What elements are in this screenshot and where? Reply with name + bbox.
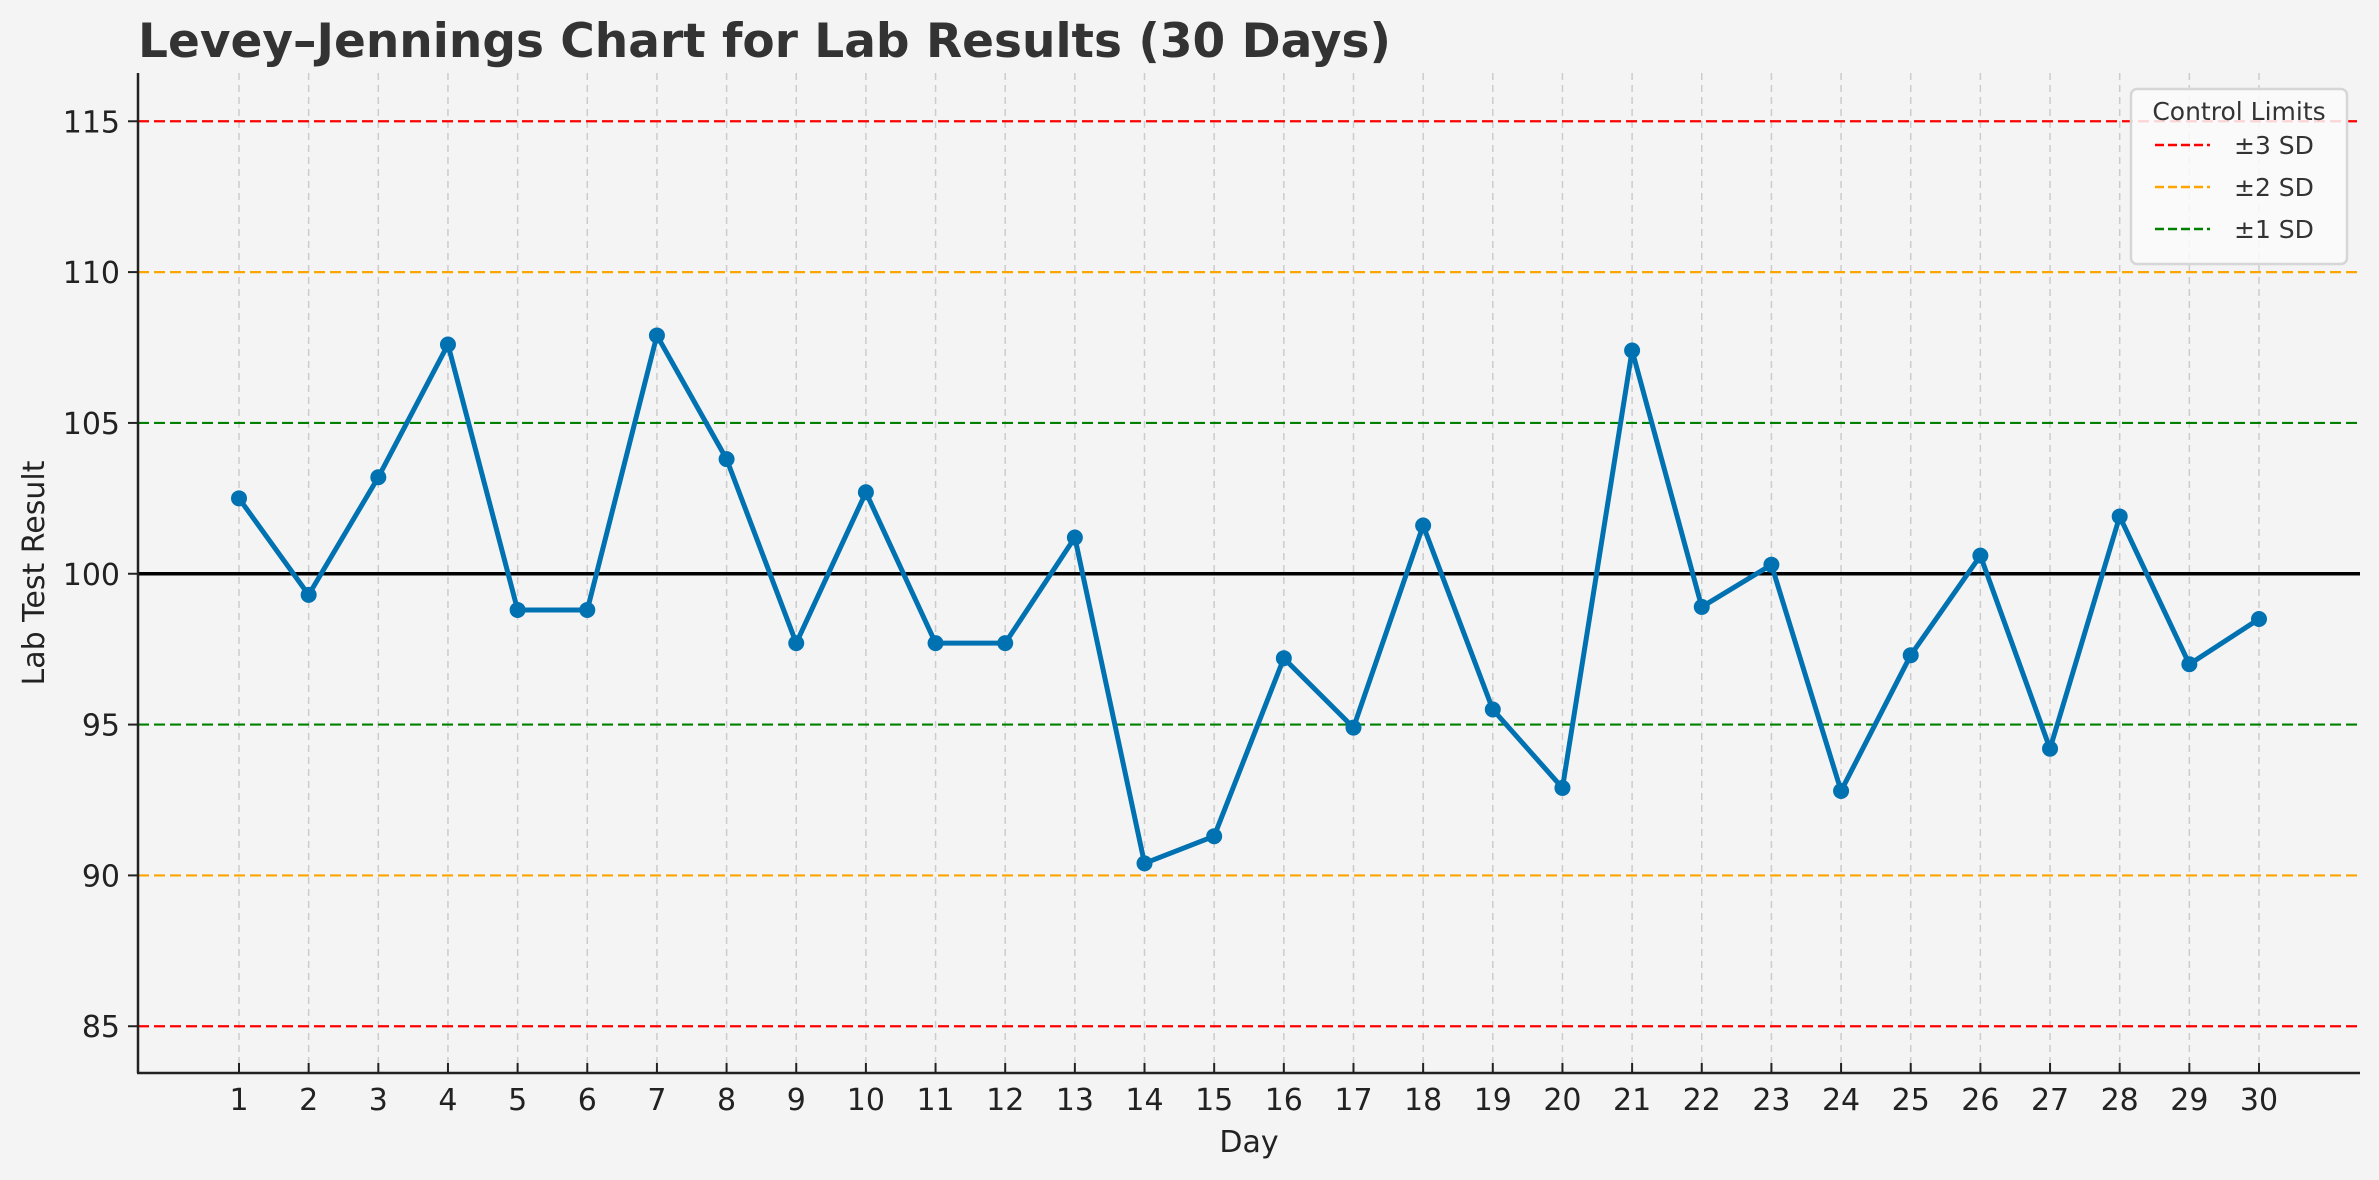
x-tick-label: 11 bbox=[916, 1083, 954, 1118]
x-tick-label: 8 bbox=[717, 1083, 736, 1118]
x-tick-label: 6 bbox=[578, 1083, 597, 1118]
data-point bbox=[857, 484, 874, 501]
data-point bbox=[1066, 529, 1083, 546]
x-tick-label: 17 bbox=[1334, 1083, 1372, 1118]
x-tick-label: 18 bbox=[1404, 1083, 1442, 1118]
data-point bbox=[300, 586, 317, 603]
x-tick-label: 2 bbox=[299, 1083, 318, 1118]
x-tick-label: 24 bbox=[1822, 1083, 1860, 1118]
x-tick-label: 15 bbox=[1195, 1083, 1233, 1118]
data-point bbox=[2251, 611, 2267, 628]
data-point bbox=[1763, 556, 1780, 573]
x-tick-label: 23 bbox=[1752, 1083, 1790, 1118]
x-tick-label: 4 bbox=[438, 1083, 457, 1118]
x-tick-label: 22 bbox=[1683, 1083, 1721, 1118]
data-point bbox=[2181, 656, 2198, 673]
data-point bbox=[1554, 779, 1571, 796]
data-point bbox=[648, 327, 665, 344]
data-point bbox=[1415, 517, 1432, 534]
x-tick-label: 25 bbox=[1892, 1083, 1930, 1118]
y-axis-label: Lab Test Result bbox=[17, 460, 52, 685]
data-point bbox=[1136, 855, 1153, 872]
x-tick-label: 27 bbox=[2031, 1083, 2069, 1118]
data-series bbox=[231, 327, 2267, 872]
x-tick-label: 26 bbox=[1961, 1083, 1999, 1118]
x-tick-label: 30 bbox=[2240, 1083, 2278, 1118]
x-grid-lines bbox=[238, 73, 2260, 1073]
x-tick-label: 29 bbox=[2170, 1083, 2208, 1118]
legend-box bbox=[2129, 87, 2349, 266]
legend-title: Control Limits bbox=[2152, 97, 2325, 126]
y-axis-ticks: 85 90 95 100 105 110 115 bbox=[63, 105, 138, 1045]
data-point bbox=[1902, 647, 1919, 664]
x-tick-label: 13 bbox=[1056, 1083, 1094, 1118]
legend: Control Limits ±3 SD ±2 SD ±1 SD bbox=[2129, 87, 2349, 266]
data-point bbox=[927, 635, 944, 652]
data-point bbox=[439, 336, 456, 353]
data-point bbox=[579, 601, 596, 618]
data-point bbox=[2042, 740, 2059, 757]
data-point bbox=[1275, 650, 1292, 667]
legend-label: ±2 SD bbox=[2234, 173, 2314, 202]
y-tick-label: 110 bbox=[63, 256, 120, 291]
y-tick-label: 95 bbox=[82, 709, 120, 744]
legend-label: ±3 SD bbox=[2234, 131, 2314, 160]
x-tick-label: 1 bbox=[229, 1083, 248, 1118]
data-point bbox=[1206, 828, 1223, 845]
data-point bbox=[718, 451, 735, 468]
x-tick-label: 3 bbox=[369, 1083, 388, 1118]
data-point bbox=[1833, 782, 1850, 799]
chart-title: Levey–Jennings Chart for Lab Results (30… bbox=[138, 14, 1391, 69]
y-tick-label: 90 bbox=[82, 859, 120, 894]
data-point bbox=[370, 469, 387, 486]
x-tick-label: 16 bbox=[1265, 1083, 1303, 1118]
data-point bbox=[231, 490, 247, 507]
x-axis-ticks: 1 2 3 4 5 6 7 8 9 10 11 12 13 14 15 16 17 18 19 20 21 22 23 24 2… bbox=[229, 1063, 2278, 1118]
data-point bbox=[2111, 508, 2128, 525]
series-line bbox=[236, 332, 2261, 866]
y-tick-label: 100 bbox=[63, 558, 120, 593]
data-point bbox=[1972, 547, 1989, 564]
data-point bbox=[1624, 342, 1641, 359]
control-limit-lines bbox=[138, 120, 2360, 1028]
x-axis-label: Day bbox=[1219, 1125, 1278, 1160]
y-tick-label: 85 bbox=[82, 1010, 120, 1045]
data-point bbox=[1693, 598, 1710, 615]
x-tick-label: 7 bbox=[647, 1083, 666, 1118]
x-tick-label: 10 bbox=[847, 1083, 885, 1118]
y-tick-label: 115 bbox=[63, 105, 120, 140]
data-point bbox=[1484, 701, 1501, 718]
legend-entries: ±3 SD ±2 SD ±1 SD bbox=[2155, 131, 2314, 244]
x-tick-label: 12 bbox=[986, 1083, 1024, 1118]
data-point bbox=[1345, 719, 1362, 736]
y-tick-label: 105 bbox=[63, 407, 120, 442]
data-point bbox=[509, 601, 526, 618]
legend-label: ±1 SD bbox=[2234, 215, 2314, 244]
data-point bbox=[788, 635, 805, 652]
x-tick-label: 5 bbox=[508, 1083, 527, 1118]
data-point bbox=[997, 635, 1014, 652]
x-tick-label: 21 bbox=[1613, 1083, 1651, 1118]
x-tick-label: 14 bbox=[1125, 1083, 1163, 1118]
x-tick-label: 20 bbox=[1543, 1083, 1581, 1118]
x-tick-label: 19 bbox=[1474, 1083, 1512, 1118]
x-tick-label: 9 bbox=[787, 1083, 806, 1118]
x-tick-label: 28 bbox=[2101, 1083, 2139, 1118]
